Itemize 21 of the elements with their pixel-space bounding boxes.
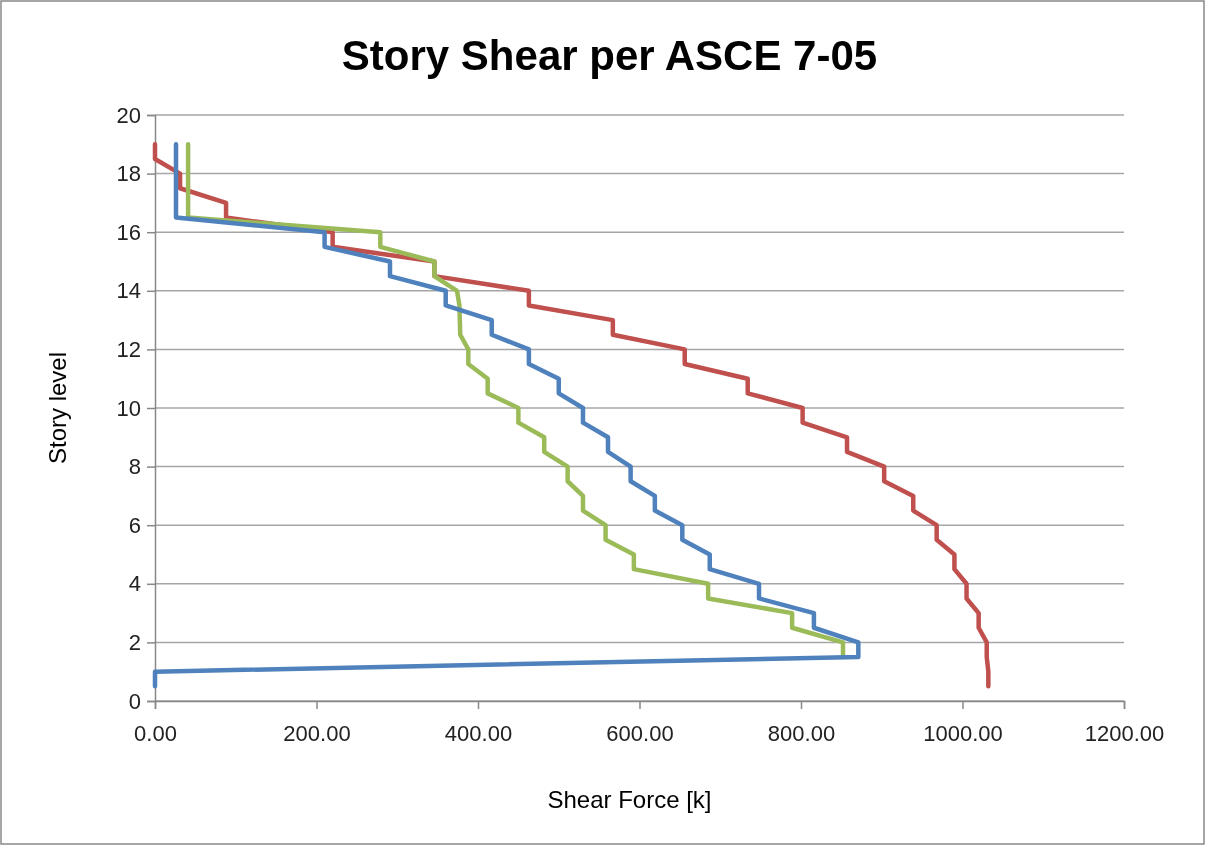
x-tick-label: 200.00 xyxy=(283,720,351,746)
x-tick-label: 800.00 xyxy=(767,720,836,746)
y-tick-label: 4 xyxy=(128,571,141,597)
y-tick-label: 10 xyxy=(116,395,141,421)
y-tick-label: 14 xyxy=(116,278,141,304)
y-tick-label: 16 xyxy=(116,219,141,245)
y-tick-label: 6 xyxy=(128,512,141,538)
x-axis-title: Shear Force [k] xyxy=(547,786,712,813)
x-tick-label: 1200.00 xyxy=(1084,720,1165,746)
x-tick-label: 600.00 xyxy=(606,720,674,746)
x-tick-label: 0.00 xyxy=(134,720,177,746)
y-axis-title: Story level xyxy=(44,351,71,465)
chart-title: Story Shear per ASCE 7-05 xyxy=(341,32,878,79)
x-tick-label: 1000.00 xyxy=(923,720,1003,746)
y-tick-label: 20 xyxy=(116,102,141,128)
y-tick-label: 0 xyxy=(128,688,141,714)
x-tick-label: 400.00 xyxy=(444,720,513,746)
y-tick-label: 18 xyxy=(116,161,141,187)
y-tick-label: 8 xyxy=(128,454,141,480)
y-tick-label: 2 xyxy=(128,629,141,655)
y-tick-label: 12 xyxy=(116,336,141,362)
